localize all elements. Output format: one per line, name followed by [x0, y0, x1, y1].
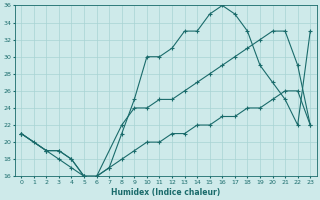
X-axis label: Humidex (Indice chaleur): Humidex (Indice chaleur): [111, 188, 220, 197]
